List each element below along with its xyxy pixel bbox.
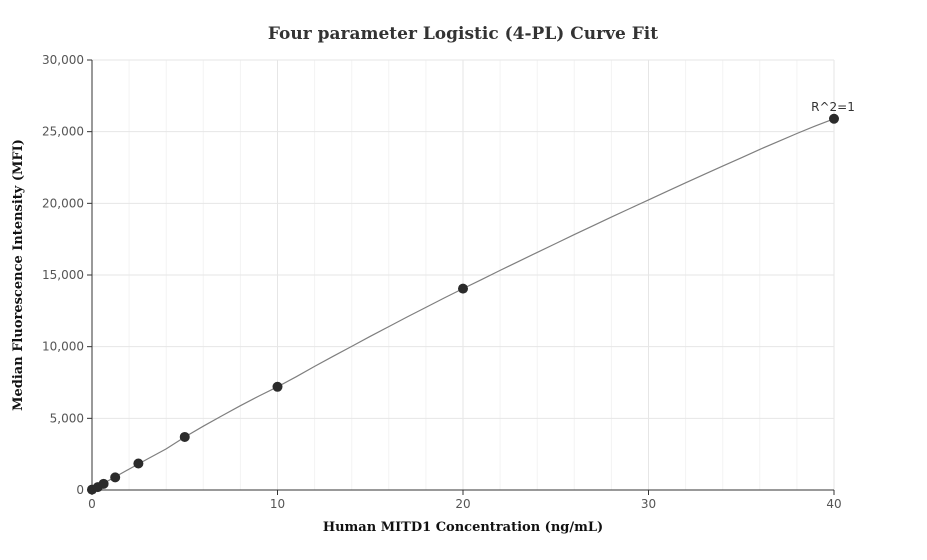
y-axis-title: Median Fluorescence Intensity (MFI) <box>11 139 26 411</box>
x-tick-label: 40 <box>826 497 841 511</box>
data-point <box>829 113 839 124</box>
data-point <box>98 478 109 489</box>
data-point <box>133 458 144 469</box>
y-axis-ticks: 0 5,000 10,000 15,000 20,000 25,000 30,000 <box>42 53 92 497</box>
y-tick-label: 30,000 <box>42 53 84 67</box>
r-squared-annotation: R^2=1 <box>811 100 855 114</box>
x-tick-label: 20 <box>455 497 470 511</box>
data-point <box>272 381 283 392</box>
major-gridlines <box>92 59 835 490</box>
x-tick-label: 0 <box>88 497 96 511</box>
x-axis-title: Human MITD1 Concentration (ng/mL) <box>323 520 603 535</box>
chart-title: Four parameter Logistic (4-PL) Curve Fit <box>268 24 658 44</box>
y-tick-label: 20,000 <box>42 196 84 210</box>
y-tick-label: 15,000 <box>42 268 84 282</box>
x-tick-label: 10 <box>270 497 285 511</box>
annotations: R^2=1 <box>811 100 855 114</box>
x-tick-label: 30 <box>641 497 656 511</box>
data-points <box>87 113 839 495</box>
data-point <box>110 472 121 483</box>
data-point <box>179 431 190 442</box>
y-tick-label: 10,000 <box>42 340 84 354</box>
y-tick-label: 0 <box>76 483 84 497</box>
x-axis-ticks: 0 10 20 30 40 <box>88 490 842 511</box>
y-tick-label: 25,000 <box>42 125 84 139</box>
y-tick-label: 5,000 <box>50 411 84 425</box>
data-point <box>458 283 468 294</box>
